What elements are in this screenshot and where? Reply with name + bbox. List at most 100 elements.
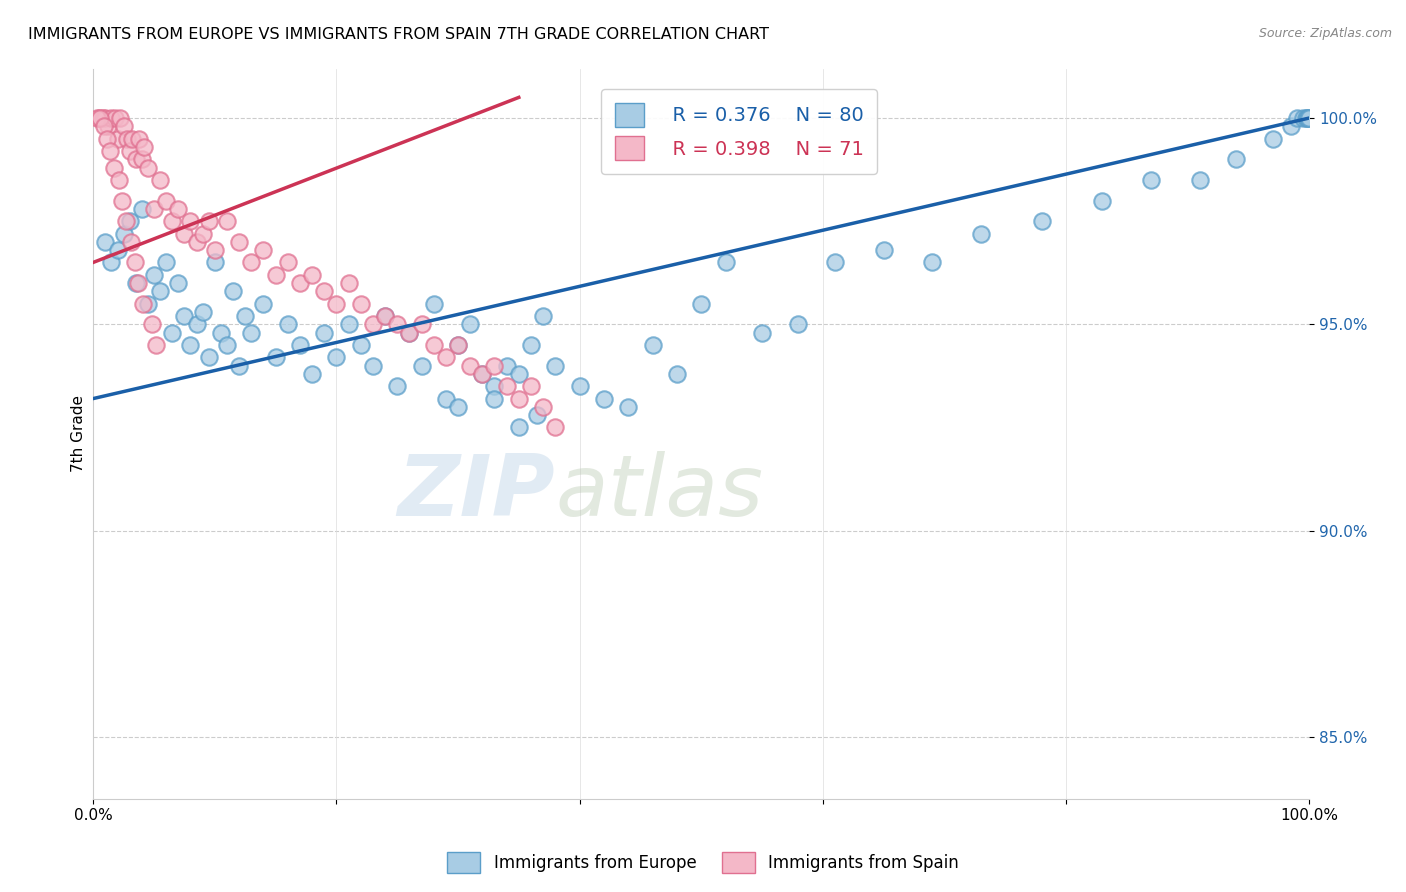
Point bbox=[98, 144, 121, 158]
Point bbox=[374, 309, 396, 323]
Point bbox=[1295, 111, 1317, 125]
Point bbox=[361, 318, 384, 332]
Point bbox=[434, 351, 457, 365]
Point bbox=[209, 326, 232, 340]
Point bbox=[471, 367, 494, 381]
Point bbox=[204, 255, 226, 269]
Point bbox=[131, 202, 153, 216]
Point bbox=[107, 173, 129, 187]
Point bbox=[186, 235, 208, 249]
Point bbox=[495, 359, 517, 373]
Point bbox=[1279, 120, 1302, 134]
Point bbox=[1140, 173, 1163, 187]
Point bbox=[1298, 111, 1320, 125]
Point bbox=[173, 227, 195, 241]
Point bbox=[215, 214, 238, 228]
Point bbox=[385, 379, 408, 393]
Point bbox=[103, 161, 125, 175]
Point bbox=[411, 318, 433, 332]
Point bbox=[155, 194, 177, 208]
Point bbox=[204, 243, 226, 257]
Point bbox=[160, 214, 183, 228]
Point bbox=[447, 338, 470, 352]
Point bbox=[125, 153, 148, 167]
Point bbox=[167, 202, 190, 216]
Point bbox=[690, 296, 713, 310]
Point bbox=[100, 255, 122, 269]
Legend:   R = 0.376    N = 80,   R = 0.398    N = 71: R = 0.376 N = 80, R = 0.398 N = 71 bbox=[602, 89, 877, 174]
Point bbox=[100, 111, 122, 125]
Point bbox=[568, 379, 591, 393]
Point bbox=[361, 359, 384, 373]
Text: IMMIGRANTS FROM EUROPE VS IMMIGRANTS FROM SPAIN 7TH GRADE CORRELATION CHART: IMMIGRANTS FROM EUROPE VS IMMIGRANTS FRO… bbox=[28, 27, 769, 42]
Point bbox=[1296, 111, 1319, 125]
Text: atlas: atlas bbox=[555, 450, 763, 533]
Point bbox=[93, 120, 115, 134]
Point bbox=[143, 268, 166, 282]
Point bbox=[94, 235, 117, 249]
Point bbox=[128, 131, 150, 145]
Point bbox=[544, 359, 567, 373]
Point bbox=[107, 243, 129, 257]
Point bbox=[134, 140, 156, 154]
Point bbox=[1225, 153, 1247, 167]
Point bbox=[531, 309, 554, 323]
Point bbox=[787, 318, 810, 332]
Point bbox=[314, 326, 336, 340]
Point bbox=[337, 318, 360, 332]
Point bbox=[288, 338, 311, 352]
Point bbox=[531, 400, 554, 414]
Point bbox=[252, 243, 274, 257]
Text: ZIP: ZIP bbox=[398, 450, 555, 533]
Point bbox=[1188, 173, 1211, 187]
Point bbox=[197, 214, 219, 228]
Point bbox=[337, 276, 360, 290]
Point bbox=[118, 144, 141, 158]
Point bbox=[115, 214, 138, 228]
Point bbox=[544, 420, 567, 434]
Point bbox=[111, 194, 134, 208]
Point bbox=[252, 296, 274, 310]
Point bbox=[179, 338, 201, 352]
Legend: Immigrants from Europe, Immigrants from Spain: Immigrants from Europe, Immigrants from … bbox=[440, 846, 966, 880]
Point bbox=[921, 255, 943, 269]
Point bbox=[350, 338, 373, 352]
Point bbox=[411, 359, 433, 373]
Point bbox=[89, 111, 111, 125]
Point bbox=[301, 367, 323, 381]
Point bbox=[526, 408, 548, 422]
Point bbox=[141, 318, 163, 332]
Point bbox=[145, 338, 167, 352]
Point bbox=[301, 268, 323, 282]
Point bbox=[385, 318, 408, 332]
Point bbox=[149, 173, 172, 187]
Point bbox=[325, 351, 347, 365]
Point bbox=[641, 338, 664, 352]
Point bbox=[1261, 131, 1284, 145]
Point bbox=[350, 296, 373, 310]
Point bbox=[970, 227, 993, 241]
Point bbox=[484, 379, 506, 393]
Point bbox=[104, 111, 127, 125]
Point bbox=[86, 111, 108, 125]
Point bbox=[422, 296, 444, 310]
Point bbox=[132, 296, 155, 310]
Point bbox=[240, 255, 263, 269]
Point bbox=[520, 338, 543, 352]
Point bbox=[197, 351, 219, 365]
Point bbox=[471, 367, 494, 381]
Point bbox=[508, 367, 530, 381]
Point bbox=[115, 131, 138, 145]
Point bbox=[434, 392, 457, 406]
Point bbox=[179, 214, 201, 228]
Point bbox=[125, 276, 148, 290]
Point bbox=[131, 153, 153, 167]
Point bbox=[240, 326, 263, 340]
Point bbox=[374, 309, 396, 323]
Point bbox=[447, 338, 470, 352]
Point bbox=[314, 285, 336, 299]
Point bbox=[191, 227, 214, 241]
Text: Source: ZipAtlas.com: Source: ZipAtlas.com bbox=[1258, 27, 1392, 40]
Point bbox=[96, 131, 118, 145]
Point bbox=[714, 255, 737, 269]
